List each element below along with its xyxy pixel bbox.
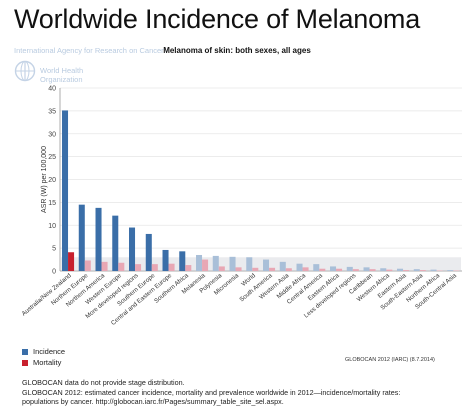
footnote-line: populations by cancer. http://globocan.i… <box>22 397 284 407</box>
bar-mortality <box>218 266 225 271</box>
bar-mortality <box>168 263 175 271</box>
chart-title: Melanoma of skin: both sexes, all ages <box>163 46 311 55</box>
bar-incidence <box>263 259 270 271</box>
mortality-swatch <box>22 359 28 366</box>
who-globe-icon <box>14 60 36 82</box>
bar-incidence <box>330 266 337 271</box>
who-label-line-2: Organization <box>40 75 83 84</box>
footnote-line: GLOBOCAN 2012: estimated cancer incidenc… <box>22 387 401 397</box>
bar-incidence <box>246 257 253 271</box>
bar-incidence <box>346 266 353 271</box>
bar-incidence <box>112 215 119 271</box>
bar-incidence <box>430 269 437 271</box>
y-axis-label: ASR (W) per 100,000 <box>41 146 48 213</box>
bar-mortality <box>202 259 209 271</box>
bar-mortality <box>151 264 158 271</box>
bar-mortality <box>352 269 359 271</box>
bar-mortality <box>235 267 242 271</box>
bar-mortality <box>319 268 326 271</box>
legend-item-mortality: Mortality <box>22 357 65 368</box>
bar-incidence <box>296 263 303 271</box>
incidence-swatch <box>22 348 28 355</box>
bar-mortality <box>84 260 91 271</box>
who-label-line-1: World Health <box>40 66 84 75</box>
bar-incidence <box>397 268 404 271</box>
y-tick-label: 15 <box>48 200 56 207</box>
bar-incidence <box>196 254 203 271</box>
slide-title: Worldwide Incidence of Melanoma <box>14 4 421 34</box>
y-tick-label: 25 <box>48 154 56 161</box>
bar-mortality <box>386 269 393 271</box>
iarc-label: International Agency for Research on Can… <box>14 46 164 55</box>
bar-incidence <box>313 264 320 271</box>
y-tick-label: 10 <box>48 223 56 230</box>
bar-mortality <box>101 261 108 271</box>
bar-incidence <box>212 255 219 271</box>
y-tick-label: 5 <box>52 246 56 253</box>
bar-mortality <box>302 267 309 271</box>
bar-mortality <box>419 270 426 271</box>
bar-incidence <box>95 207 102 271</box>
bar-incidence <box>129 227 136 271</box>
footnote-line: GLOBOCAN data do not provide stage distr… <box>22 378 185 387</box>
chart-legend: Incidence Mortality <box>22 346 65 368</box>
bar-incidence <box>145 233 152 271</box>
y-tick-label: 35 <box>48 108 56 115</box>
bar-mortality <box>68 252 75 271</box>
y-tick-label: 30 <box>48 131 56 138</box>
bar-incidence <box>179 251 186 271</box>
y-tick-label: 0 <box>52 269 56 276</box>
bar-mortality <box>403 270 410 271</box>
legend-item-incidence: Incidence <box>22 346 65 357</box>
legend-incidence-label: Incidence <box>33 347 66 356</box>
bar-incidence <box>229 256 236 271</box>
bar-mortality <box>336 268 343 271</box>
bar-mortality <box>185 265 192 271</box>
y-tick-label: 40 <box>48 86 56 93</box>
bar-incidence <box>363 267 370 271</box>
bar-incidence <box>380 268 387 271</box>
bar-mortality <box>252 267 259 271</box>
legend-mortality-label: Mortality <box>33 358 62 367</box>
bar-mortality <box>269 267 276 271</box>
footnotes: GLOBOCAN data do not provide stage distr… <box>22 378 468 407</box>
chart-source: GLOBOCAN 2012 (IARC) (8.7.2014) <box>345 357 435 363</box>
bar-mortality <box>118 262 125 271</box>
bar-incidence <box>162 249 169 271</box>
low-value-band <box>61 257 461 271</box>
bar-incidence <box>279 261 286 271</box>
who-label: World Health Organization <box>40 66 83 84</box>
bar-mortality <box>369 269 376 271</box>
y-tick-label: 20 <box>48 177 56 184</box>
bar-incidence <box>413 269 420 271</box>
bar-incidence <box>62 110 69 271</box>
bar-mortality <box>285 268 292 271</box>
bar-mortality <box>135 264 142 271</box>
bar-incidence <box>78 204 85 271</box>
bar-incidence <box>447 270 454 271</box>
